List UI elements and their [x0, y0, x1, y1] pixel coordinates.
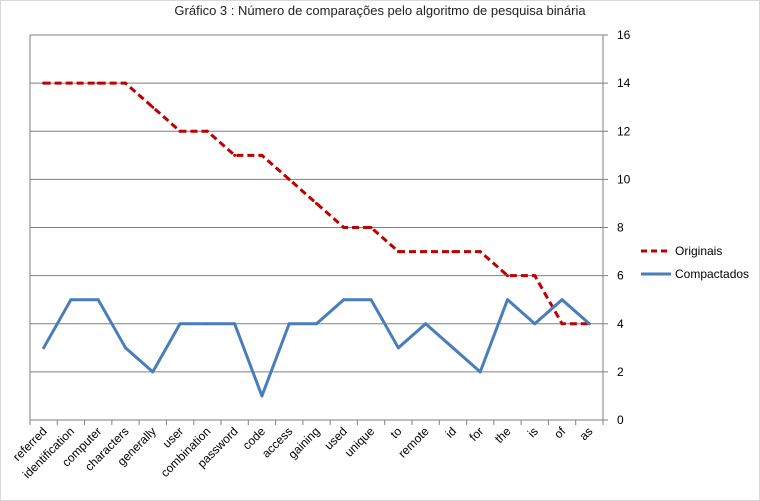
data-point-originais [506, 274, 509, 278]
series-line-originais [43, 81, 590, 326]
y-tick-label: 2 [617, 365, 624, 379]
y-tick-label: 0 [617, 413, 624, 427]
legend: Originais Compactados [641, 239, 749, 285]
data-point-originais [124, 81, 127, 85]
data-point-compactados [233, 322, 237, 326]
legend-swatch-compactados [641, 272, 671, 275]
data-point-compactados [587, 322, 591, 326]
y-tick-label: 4 [617, 317, 624, 331]
data-point-compactados [424, 322, 428, 326]
legend-swatch-originais [641, 249, 671, 252]
data-point-originais [478, 250, 482, 254]
x-tick-label: to [387, 424, 404, 441]
x-tick-label: id [443, 424, 460, 441]
x-tick-label: remote [395, 424, 432, 461]
legend-item-compactados: Compactados [641, 262, 749, 285]
data-point-compactados [260, 394, 264, 398]
y-tick-label: 12 [617, 124, 631, 138]
x-tick-label: the [492, 424, 514, 446]
data-point-compactados [560, 298, 564, 302]
data-point-originais [96, 81, 100, 85]
data-point-compactados [151, 370, 155, 374]
data-point-compactados [96, 298, 100, 302]
data-point-compactados [205, 322, 209, 326]
data-point-originais [287, 177, 291, 181]
x-tick-label: unique [342, 424, 378, 460]
data-point-compactados [506, 298, 509, 302]
data-point-originais [396, 250, 400, 254]
data-point-originais [233, 153, 237, 157]
data-point-originais [315, 201, 318, 205]
data-point-compactados [69, 298, 73, 302]
data-point-compactados [369, 298, 373, 302]
data-point-originais [151, 105, 155, 109]
data-point-originais [533, 274, 537, 278]
y-tick-label: 8 [617, 221, 624, 235]
data-point-compactados [178, 322, 182, 326]
legend-label-originais: Originais [675, 243, 723, 258]
x-tick-label: of [551, 424, 568, 441]
y-tick-label: 6 [617, 269, 624, 283]
data-point-compactados [451, 346, 455, 350]
data-point-originais [424, 250, 428, 254]
data-point-compactados [287, 322, 291, 326]
data-point-originais [42, 81, 46, 85]
data-point-originais [369, 226, 373, 229]
data-point-originais [205, 129, 209, 133]
legend-label-compactados: Compactados [675, 266, 750, 281]
y-tick-label: 10 [617, 172, 631, 186]
data-point-originais [260, 153, 264, 157]
data-point-originais [342, 226, 346, 229]
legend-item-originais: Originais [641, 239, 749, 262]
y-tick-label: 16 [617, 28, 631, 42]
data-point-compactados [124, 346, 127, 350]
x-tick-label: for [467, 424, 487, 444]
data-point-originais [451, 250, 455, 254]
data-point-compactados [396, 346, 400, 350]
data-point-compactados [478, 370, 482, 374]
data-point-originais [69, 81, 73, 85]
x-tick-label: as [577, 424, 596, 443]
data-point-compactados [315, 322, 318, 326]
x-tick-label: is [525, 424, 541, 440]
y-tick-label: 14 [617, 76, 631, 90]
data-point-compactados [342, 298, 346, 302]
data-point-originais [178, 129, 182, 133]
data-point-originais [560, 322, 564, 326]
chart-title: Gráfico 3 : Número de comparações pelo a… [174, 3, 586, 18]
data-point-compactados [42, 346, 46, 350]
data-point-compactados [533, 322, 537, 326]
